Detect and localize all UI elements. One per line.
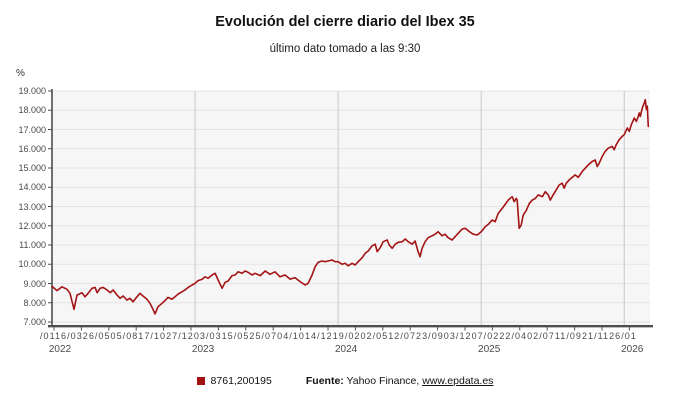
- y-axis-tick-label: 14.000: [18, 182, 46, 193]
- legend-item[interactable]: 8761,200195: [196, 375, 272, 387]
- series-line: [51, 98, 650, 315]
- y-axis-tick-label: 9.000: [23, 278, 46, 289]
- x-axis-year-label: 2022: [48, 344, 72, 355]
- y-axis-tick-label: 11.000: [19, 240, 46, 250]
- source-text: Yahoo Finance,: [343, 375, 423, 387]
- x-axis-tick-row: /0116/0326/0505/0817/1027/1203/0315/0525…: [40, 331, 637, 341]
- footer-row: 8761,200195 Fuente: Yahoo Finance, www.e…: [0, 375, 690, 387]
- source-prefix: Fuente:: [305, 375, 344, 387]
- legend-color-swatch: [196, 377, 205, 385]
- y-axis-tick-label: 10.000: [18, 259, 46, 270]
- x-axis-year-label: 2025: [478, 344, 501, 355]
- y-axis-tick-label: 12.000: [18, 220, 46, 231]
- page-title: Evolución del cierre diario del Ibex 35: [215, 14, 475, 30]
- y-axis-tick-label: 17.000: [18, 124, 46, 135]
- y-axis-tick-label: 19.000: [18, 86, 46, 96]
- y-axis-tick-label: 8.000: [23, 297, 46, 308]
- legend-series-label: 8761,200195: [210, 375, 272, 387]
- y-axis-tick-label: 16.000: [18, 143, 46, 154]
- source-attribution: Fuente: Yahoo Finance, www.epdata.es: [306, 375, 494, 387]
- y-axis-tick-label: 15.000: [18, 163, 46, 173]
- y-axis-tick-label: 7.000: [23, 317, 46, 327]
- y-axis-unit-label: %: [16, 68, 25, 79]
- y-axis-tick-label: 18.000: [18, 105, 46, 116]
- x-axis-year-label: 2024: [334, 344, 358, 355]
- x-axis-year-label: 2026: [621, 344, 644, 355]
- source-link[interactable]: www.epdata.es: [422, 375, 494, 387]
- x-axis-year-label: 2023: [191, 344, 215, 355]
- page-subtitle: último dato tomado a las 9:30: [269, 43, 421, 55]
- plot-background: [52, 91, 650, 325]
- y-axis-tick-label: 13.000: [18, 201, 46, 212]
